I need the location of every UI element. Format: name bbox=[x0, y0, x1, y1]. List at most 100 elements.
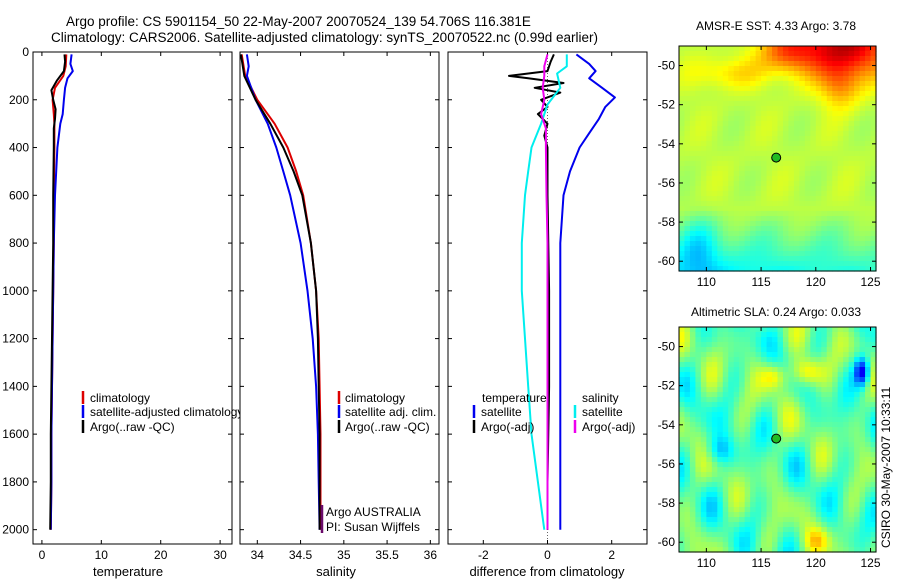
heatmap-cell bbox=[859, 407, 866, 413]
heatmap-cell bbox=[804, 161, 811, 167]
heatmap-cell bbox=[804, 91, 811, 97]
heatmap-cell bbox=[810, 332, 817, 338]
series-line-salinity-satellite bbox=[520, 54, 568, 530]
heatmap-cell bbox=[766, 141, 773, 147]
heatmap-cell bbox=[804, 251, 811, 257]
heatmap-cell bbox=[826, 457, 833, 463]
heatmap-cell bbox=[755, 131, 762, 137]
heatmap-cell bbox=[728, 251, 735, 257]
heatmap-cell bbox=[772, 482, 779, 488]
heatmap-cell bbox=[788, 181, 795, 187]
heatmap-cell bbox=[804, 106, 811, 112]
heatmap-cell bbox=[722, 46, 729, 52]
heatmap-cell bbox=[750, 126, 757, 132]
heatmap-cell bbox=[706, 66, 713, 72]
heatmap-cell bbox=[788, 61, 795, 67]
heatmap-cell bbox=[793, 226, 800, 232]
heatmap-cell bbox=[700, 51, 707, 57]
heatmap-cell bbox=[826, 402, 833, 408]
heatmap-cell bbox=[788, 412, 795, 418]
heatmap-cell bbox=[788, 151, 795, 157]
heatmap-cell bbox=[711, 106, 718, 112]
heatmap-cell bbox=[843, 191, 850, 197]
heatmap-cell bbox=[793, 251, 800, 257]
heatmap-cell bbox=[744, 101, 751, 107]
heatmap-cell bbox=[711, 387, 718, 393]
heatmap-cell bbox=[722, 241, 729, 247]
heatmap-cell bbox=[766, 342, 773, 348]
heatmap-cell bbox=[733, 542, 740, 548]
heatmap-cell bbox=[772, 256, 779, 262]
heatmap-cell bbox=[865, 342, 872, 348]
series-line-salinity-argo-adj- bbox=[540, 54, 549, 530]
heatmap-cell bbox=[804, 121, 811, 127]
heatmap-cell bbox=[772, 402, 779, 408]
heatmap-cell bbox=[815, 231, 822, 237]
heatmap-cell bbox=[755, 216, 762, 222]
heatmap-cell bbox=[859, 221, 866, 227]
heatmap-cell bbox=[865, 332, 872, 338]
heatmap-cell bbox=[679, 327, 686, 333]
heatmap-cell bbox=[679, 96, 686, 102]
heatmap-cell bbox=[782, 216, 790, 222]
heatmap-cell bbox=[788, 71, 795, 77]
heatmap-cell bbox=[711, 362, 718, 368]
heatmap-cell bbox=[755, 437, 762, 443]
heatmap-cell bbox=[766, 432, 773, 438]
heatmap-cell bbox=[821, 211, 828, 217]
heatmap-cell bbox=[826, 256, 833, 262]
heatmap-cell bbox=[679, 51, 686, 57]
heatmap-cell bbox=[679, 116, 686, 122]
temperature-axes-frame bbox=[32, 51, 233, 545]
heatmap-cell bbox=[722, 417, 729, 423]
heatmap-cell bbox=[837, 176, 844, 182]
heatmap-cell bbox=[865, 126, 872, 132]
heatmap-cell bbox=[728, 502, 735, 508]
heatmap-cell bbox=[695, 196, 702, 202]
heatmap-cell bbox=[821, 372, 828, 378]
heatmap-cell bbox=[772, 126, 779, 132]
heatmap-cell bbox=[799, 206, 806, 212]
heatmap-cell bbox=[722, 236, 729, 242]
heatmap-cell bbox=[761, 402, 768, 408]
heatmap-cell bbox=[700, 517, 707, 523]
heatmap-cell bbox=[799, 86, 806, 92]
heatmap-cell bbox=[832, 256, 839, 262]
heatmap-cell bbox=[848, 81, 855, 87]
heatmap-cell bbox=[782, 432, 790, 438]
heatmap-cell bbox=[826, 422, 833, 428]
heatmap-cell bbox=[722, 387, 729, 393]
heatmap-cell bbox=[859, 532, 866, 538]
heatmap-cell bbox=[859, 171, 866, 177]
heatmap-cell bbox=[711, 141, 718, 147]
heatmap-cell bbox=[761, 196, 768, 202]
heatmap-cell bbox=[870, 487, 877, 493]
heatmap-cell bbox=[837, 532, 844, 538]
heatmap-cell bbox=[728, 547, 735, 553]
heatmap-cell bbox=[679, 397, 686, 403]
heatmap-cell bbox=[728, 246, 735, 252]
heatmap-cell bbox=[859, 91, 866, 97]
heatmap-cell bbox=[722, 382, 729, 388]
heatmap-cell bbox=[826, 427, 833, 433]
heatmap-cell bbox=[689, 417, 697, 423]
heatmap-cell bbox=[804, 46, 811, 52]
heatmap-cell bbox=[777, 61, 784, 67]
heatmap-cell bbox=[717, 542, 724, 548]
heatmap-cell bbox=[706, 472, 713, 478]
heatmap-cell bbox=[826, 61, 833, 67]
heatmap-cell bbox=[772, 136, 779, 142]
heatmap-cell bbox=[843, 392, 850, 398]
heatmap-cell bbox=[717, 477, 724, 483]
heatmap-cell bbox=[793, 126, 800, 132]
heatmap-cell bbox=[750, 211, 757, 217]
heatmap-cell bbox=[793, 407, 800, 413]
legend-label-climatology: climatology bbox=[345, 391, 405, 405]
heatmap-cell bbox=[870, 512, 877, 518]
heatmap-cell bbox=[689, 166, 697, 172]
heatmap-cell bbox=[717, 407, 724, 413]
heatmap-cell bbox=[689, 487, 697, 493]
heatmap-cell bbox=[744, 362, 751, 368]
heatmap-cell bbox=[722, 452, 729, 458]
heatmap-cell bbox=[733, 256, 740, 262]
